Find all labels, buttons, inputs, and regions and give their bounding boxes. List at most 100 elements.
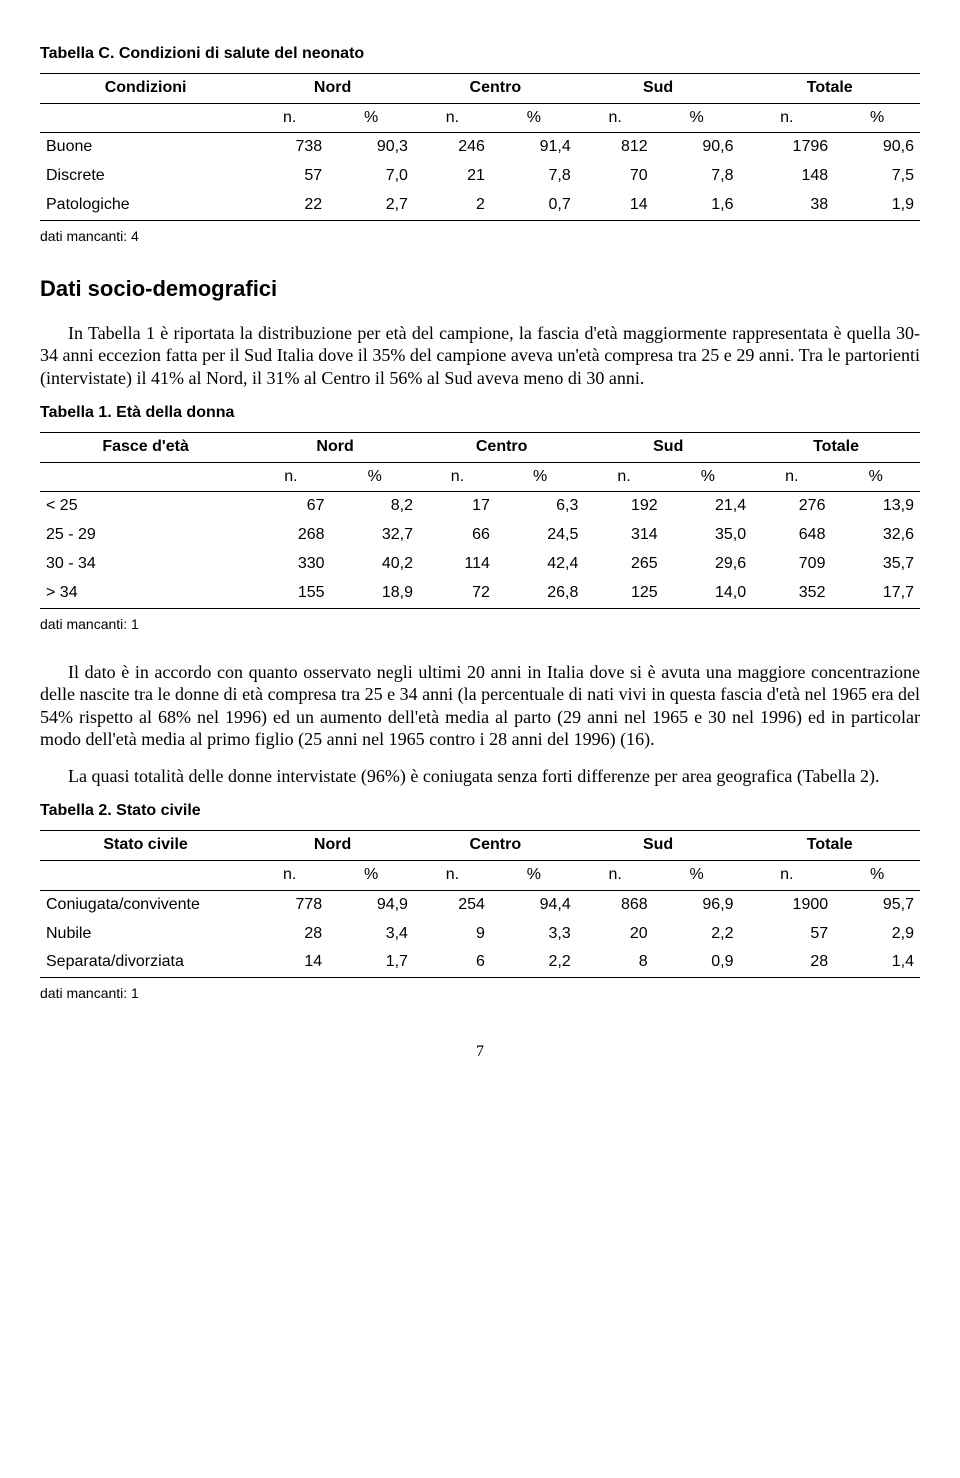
cell: 778 <box>251 890 328 919</box>
cell: 22 <box>251 191 328 220</box>
cell: 14 <box>251 948 328 977</box>
cell: 90,6 <box>654 133 740 162</box>
cell: 90,6 <box>834 133 920 162</box>
table-2-hdr-centro: Centro <box>414 831 577 861</box>
table-2-rowlabel: Stato civile <box>40 831 251 861</box>
sub-pct: % <box>834 103 920 133</box>
cell: 32,6 <box>831 521 920 550</box>
table-2-body: Coniugata/convivente77894,925494,486896,… <box>40 890 920 977</box>
cell: 17 <box>419 492 496 521</box>
row-label: 25 - 29 <box>40 521 251 550</box>
cell: 72 <box>419 579 496 608</box>
row-label: < 25 <box>40 492 251 521</box>
row-label: Nubile <box>40 920 251 949</box>
cell: 276 <box>752 492 831 521</box>
cell: 7,8 <box>491 162 577 191</box>
sub-n: n. <box>414 103 491 133</box>
cell: 3,4 <box>328 920 414 949</box>
table-2: Stato civile Nord Centro Sud Totale n. %… <box>40 830 920 978</box>
cell: 1,7 <box>328 948 414 977</box>
cell: 125 <box>584 579 663 608</box>
cell: 709 <box>752 550 831 579</box>
cell: 21 <box>414 162 491 191</box>
table-c-body: Buone73890,324691,481290,6179690,6Discre… <box>40 133 920 220</box>
sub-n: n. <box>251 103 328 133</box>
cell: 3,3 <box>491 920 577 949</box>
sub-n: n. <box>739 860 834 890</box>
cell: 95,7 <box>834 890 920 919</box>
cell: 38 <box>739 191 834 220</box>
table-1-footnote: dati mancanti: 1 <box>40 615 920 633</box>
cell: 7,8 <box>654 162 740 191</box>
cell: 1,6 <box>654 191 740 220</box>
sub-pct: % <box>331 462 419 492</box>
cell: 0,7 <box>491 191 577 220</box>
table-c-title: Tabella C. Condizioni di salute del neon… <box>40 44 920 65</box>
table-c-hdr-centro: Centro <box>414 73 577 103</box>
cell: 352 <box>752 579 831 608</box>
cell: 13,9 <box>831 492 920 521</box>
cell: 35,0 <box>664 521 752 550</box>
cell: 330 <box>251 550 330 579</box>
cell: 70 <box>577 162 654 191</box>
sub-pct: % <box>328 103 414 133</box>
table-2-title: Tabella 2. Stato civile <box>40 801 920 822</box>
row-label: 30 - 34 <box>40 550 251 579</box>
paragraph-2: Il dato è in accordo con quanto osservat… <box>40 661 920 751</box>
cell: 90,3 <box>328 133 414 162</box>
cell: 8,2 <box>331 492 419 521</box>
cell: 1,4 <box>834 948 920 977</box>
cell: 57 <box>739 920 834 949</box>
table-1-hdr-nord: Nord <box>251 432 419 462</box>
cell: 17,7 <box>831 579 920 608</box>
cell: 155 <box>251 579 330 608</box>
cell: 2,9 <box>834 920 920 949</box>
cell: 6 <box>414 948 491 977</box>
cell: 2,2 <box>491 948 577 977</box>
cell: 192 <box>584 492 663 521</box>
cell: 35,7 <box>831 550 920 579</box>
sub-n: n. <box>414 860 491 890</box>
cell: 42,4 <box>496 550 584 579</box>
cell: 2,7 <box>328 191 414 220</box>
cell: 268 <box>251 521 330 550</box>
cell: 114 <box>419 550 496 579</box>
table-1-hdr-centro: Centro <box>419 432 584 462</box>
cell: 738 <box>251 133 328 162</box>
cell: 14,0 <box>664 579 752 608</box>
row-label: Patologiche <box>40 191 251 220</box>
sub-n: n. <box>251 462 330 492</box>
table-2-hdr-nord: Nord <box>251 831 414 861</box>
cell: 91,4 <box>491 133 577 162</box>
sub-n: n. <box>577 860 654 890</box>
cell: 148 <box>739 162 834 191</box>
cell: 2,2 <box>654 920 740 949</box>
table-1-title: Tabella 1. Età della donna <box>40 403 920 424</box>
table-c-hdr-sud: Sud <box>577 73 740 103</box>
cell: 7,5 <box>834 162 920 191</box>
cell: 8 <box>577 948 654 977</box>
table-2-hdr-sud: Sud <box>577 831 740 861</box>
cell: 314 <box>584 521 663 550</box>
sub-pct: % <box>491 103 577 133</box>
row-label: Coniugata/convivente <box>40 890 251 919</box>
sub-n: n. <box>739 103 834 133</box>
cell: 1,9 <box>834 191 920 220</box>
cell: 28 <box>739 948 834 977</box>
table-1: Fasce d'età Nord Centro Sud Totale n. % … <box>40 432 920 609</box>
cell: 67 <box>251 492 330 521</box>
cell: 254 <box>414 890 491 919</box>
cell: 94,4 <box>491 890 577 919</box>
page-number: 7 <box>40 1042 920 1063</box>
cell: 94,9 <box>328 890 414 919</box>
row-label: Buone <box>40 133 251 162</box>
sub-n: n. <box>251 860 328 890</box>
cell: 0,9 <box>654 948 740 977</box>
table-1-hdr-sud: Sud <box>584 432 752 462</box>
cell: 648 <box>752 521 831 550</box>
cell: 1900 <box>739 890 834 919</box>
sub-n: n. <box>584 462 663 492</box>
cell: 40,2 <box>331 550 419 579</box>
paragraph-1: In Tabella 1 è riportata la distribuzion… <box>40 322 920 390</box>
cell: 14 <box>577 191 654 220</box>
